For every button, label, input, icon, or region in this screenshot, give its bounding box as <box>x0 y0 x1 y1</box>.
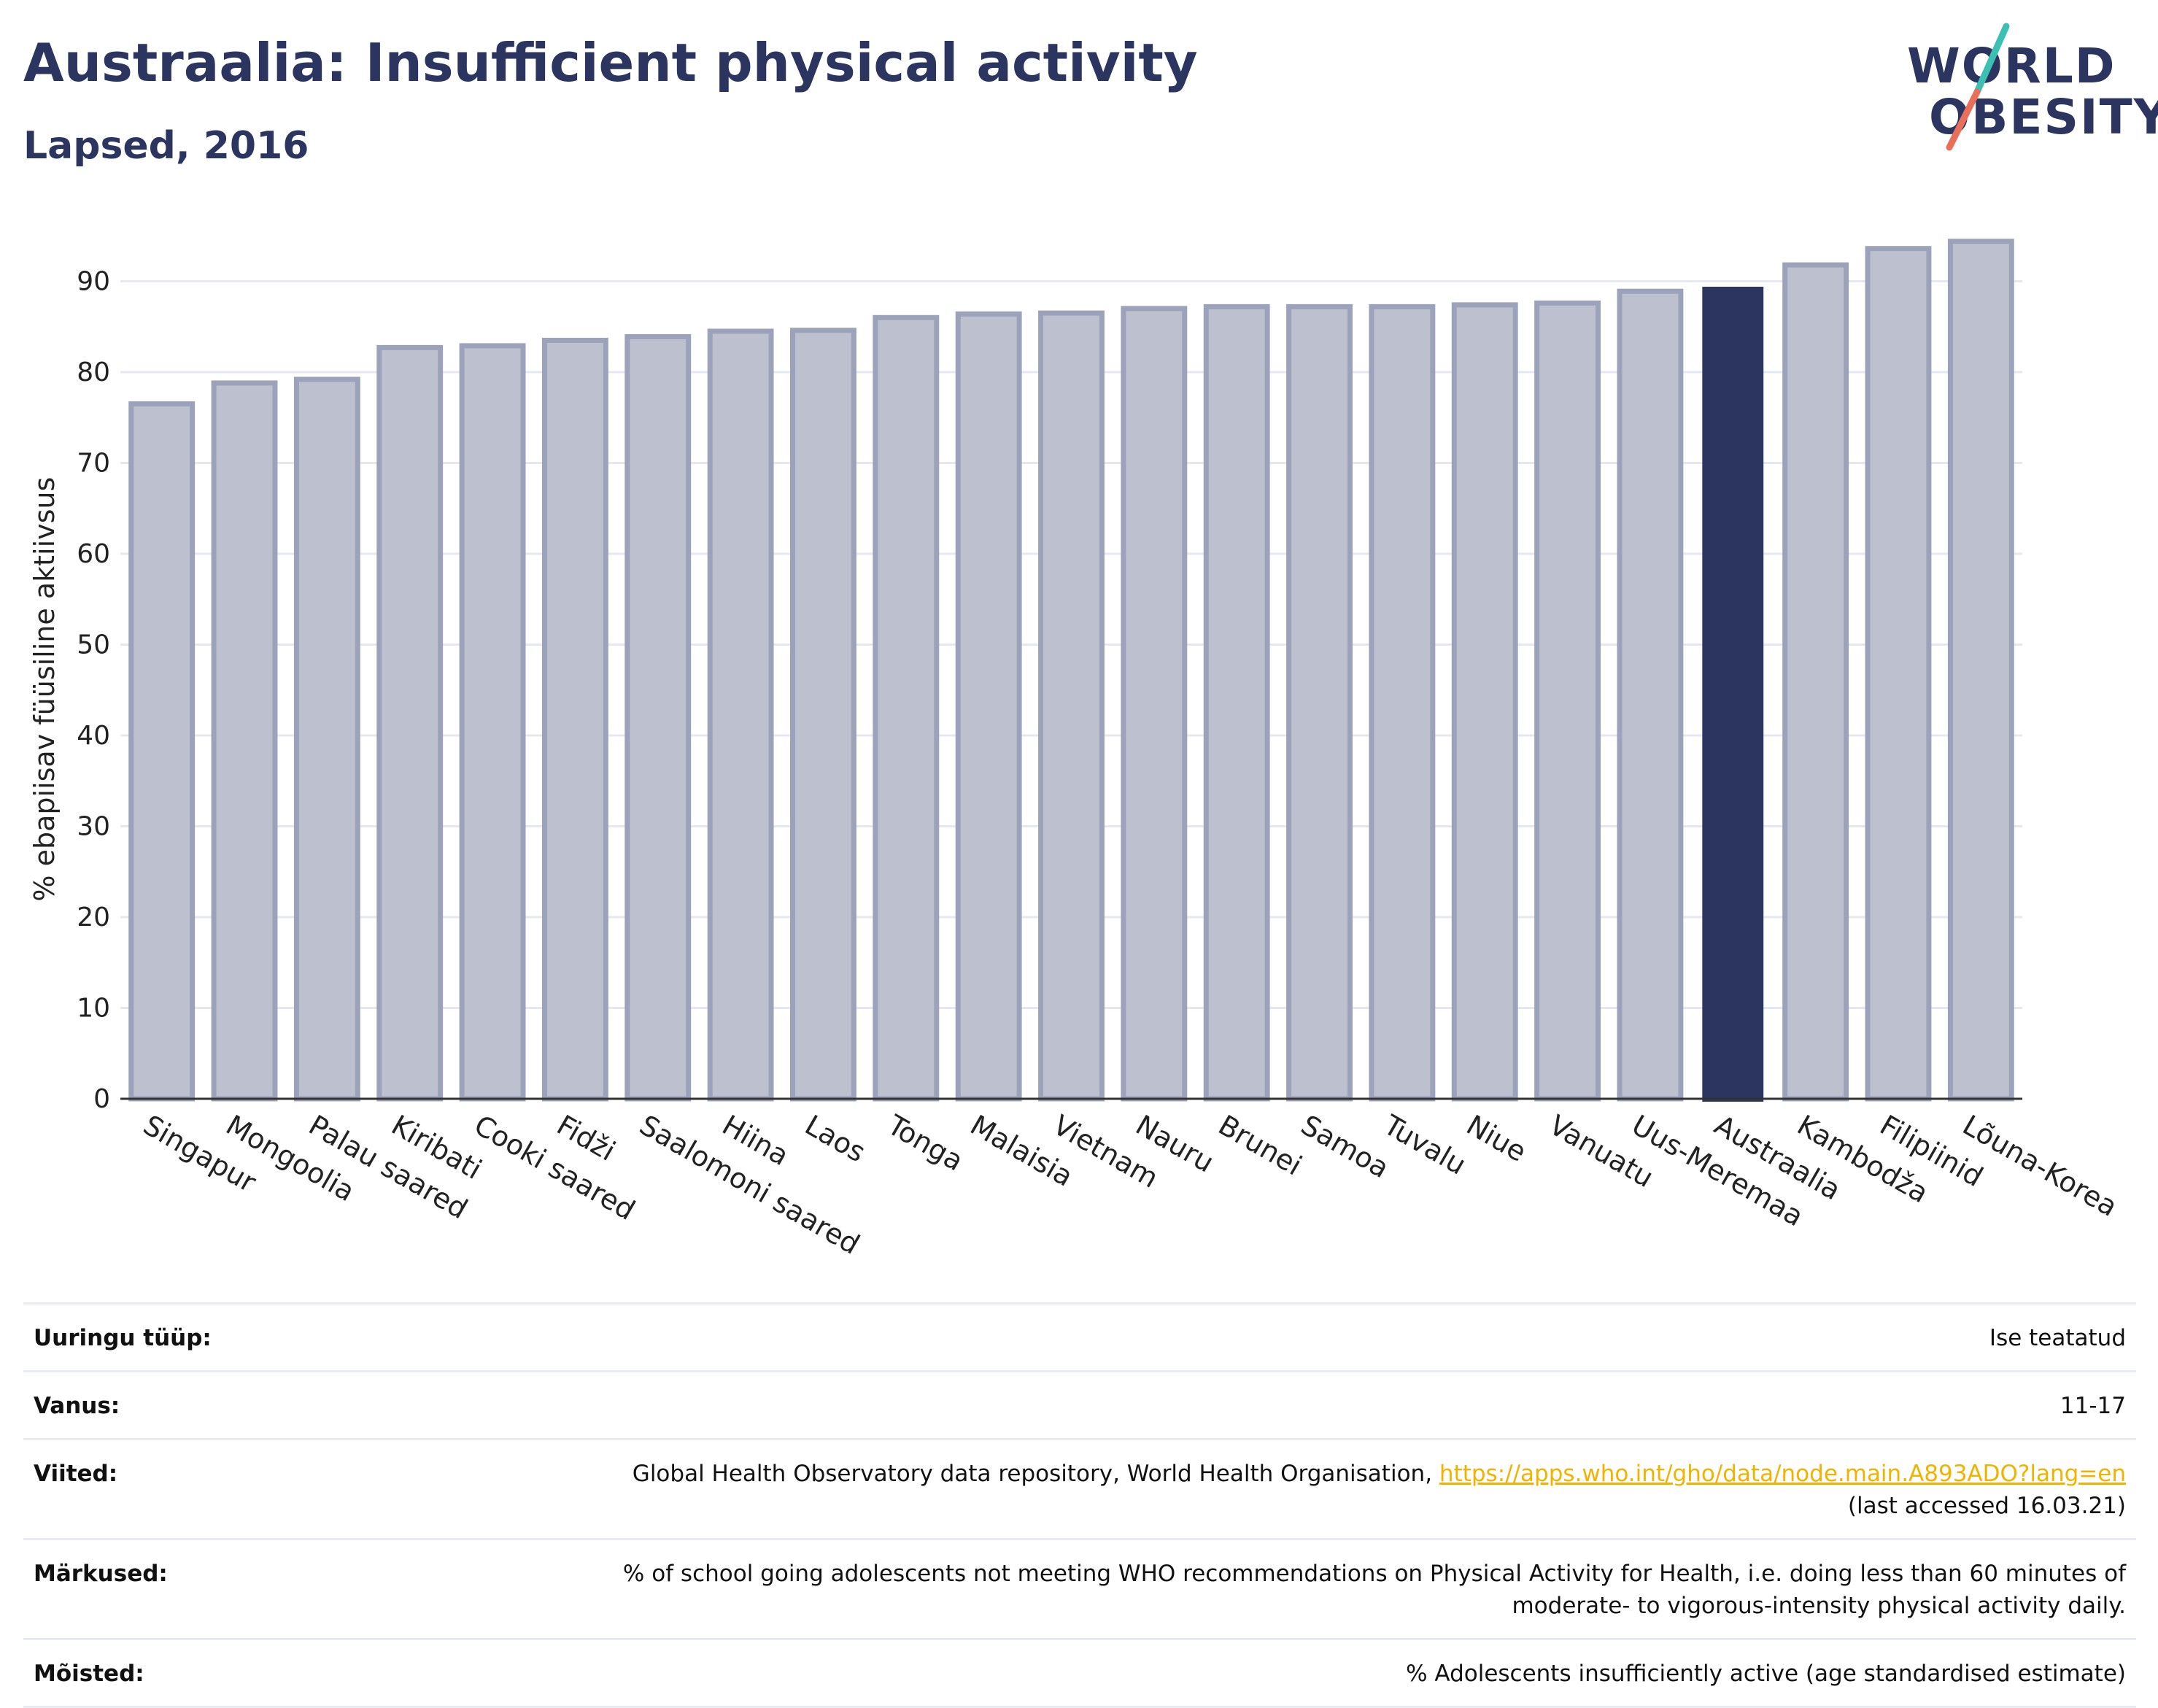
info-row-definitions: Mõisted: % Adolescents insufficiently ac… <box>23 1639 2136 1707</box>
bar-singapur <box>128 401 196 1102</box>
reference-accessed: (last accessed 16.03.21) <box>1847 1493 2126 1520</box>
x-tick-label: Samoa <box>1296 1109 1394 1185</box>
x-tick-label: Cooki saared <box>469 1109 641 1226</box>
x-tick-label: Brunei <box>1213 1109 1307 1182</box>
chart-subtitle: Lapsed, 2016 <box>23 124 309 168</box>
info-value: Global Health Observatory data repositor… <box>306 1440 2136 1539</box>
y-tick-label: 80 <box>77 358 110 387</box>
bar-laos <box>790 328 856 1102</box>
info-row-survey-type: Uuringu tüüp: Ise teatatud <box>23 1303 2136 1372</box>
y-tick-labels: 0 10 20 30 40 50 60 70 80 90 <box>77 267 110 1115</box>
y-tick-label: 10 <box>77 994 110 1024</box>
y-tick-label: 90 <box>77 267 110 297</box>
info-row-age: Vanus: 11-17 <box>23 1371 2136 1440</box>
y-tick-label: 50 <box>77 630 110 660</box>
y-tick-label: 60 <box>77 539 110 569</box>
bar-l-una-korea <box>1947 239 2014 1102</box>
logo-line1: WORLD <box>1907 38 2116 94</box>
bar-samoa <box>1286 304 1353 1102</box>
y-tick-label: 40 <box>77 721 110 751</box>
info-label: Uuringu tüüp: <box>34 1325 212 1351</box>
y-axis-label: % ebapiisav füüsiline aktiivsus <box>28 477 61 902</box>
bar-tonga <box>873 314 940 1102</box>
bar-vanuatu <box>1534 300 1601 1102</box>
bar-kambod-a <box>1782 262 1849 1102</box>
world-obesity-logo: WORLD OBESITY <box>1897 22 2158 153</box>
logo-slash-icon <box>1946 23 2010 151</box>
x-tick-label: Laos <box>800 1109 871 1169</box>
bar-malaisia <box>955 311 1022 1102</box>
y-tick-label: 0 <box>93 1084 110 1114</box>
x-tick-label: Tonga <box>881 1108 968 1177</box>
bar-nauru <box>1121 306 1188 1102</box>
info-label: Vanus: <box>34 1393 120 1420</box>
bars <box>128 239 2014 1102</box>
x-tick-label: Niue <box>1461 1109 1532 1168</box>
reference-text: Global Health Observatory data repositor… <box>632 1461 1433 1488</box>
x-tick-label: Tuvalu <box>1378 1108 1471 1181</box>
info-label: Mõisted: <box>34 1661 144 1688</box>
bar-fid-i <box>541 337 608 1102</box>
bar-hiina <box>707 328 774 1102</box>
info-value: % Adolescents insufficiently active (age… <box>1406 1661 2126 1688</box>
notes-text-line2: moderate- to vigorous-intensity physical… <box>1512 1593 2126 1620</box>
info-label: Märkused: <box>34 1561 168 1588</box>
bar-uus-meremaa <box>1617 288 1684 1102</box>
bar-kiribati <box>376 344 444 1102</box>
chart-title: Austraalia: Insufficient physical activi… <box>23 32 1198 93</box>
info-table: Uuringu tüüp: Ise teatatud Vanus: 11-17 … <box>23 1302 2136 1708</box>
info-value: % of school going adolescents not meetin… <box>306 1539 2136 1639</box>
info-label: Viited: <box>34 1461 118 1488</box>
y-tick-label: 70 <box>77 449 110 479</box>
bar-mongoolia <box>211 380 278 1102</box>
bar-filipiinid <box>1865 246 1932 1102</box>
bar-brunei <box>1203 304 1270 1102</box>
bar-chart: 0 10 20 30 40 50 60 70 80 90 SingapurMongooliaPal… <box>28 239 2123 1261</box>
y-tick-label: 20 <box>77 903 110 932</box>
bar-niue <box>1451 302 1518 1102</box>
bar-cooki-saared <box>459 343 526 1102</box>
reference-link[interactable]: https://apps.who.int/gho/data/node.main.… <box>1439 1461 2126 1488</box>
notes-text-line1: % of school going adolescents not meetin… <box>622 1561 2126 1588</box>
info-row-references: Viited: Global Health Observatory data r… <box>23 1439 2136 1539</box>
bar-saalomoni-saared <box>624 333 692 1102</box>
bar-vietnam <box>1038 310 1105 1102</box>
info-value: Ise teatatud <box>1989 1325 2126 1351</box>
bar-palau-saared <box>293 376 360 1102</box>
bar-austraalia <box>1702 286 1764 1102</box>
info-row-notes: Märkused: % of school going adolescents … <box>23 1539 2136 1639</box>
info-value: 11-17 <box>2060 1393 2126 1420</box>
bar-tuvalu <box>1369 304 1436 1102</box>
y-tick-label: 30 <box>77 812 110 842</box>
